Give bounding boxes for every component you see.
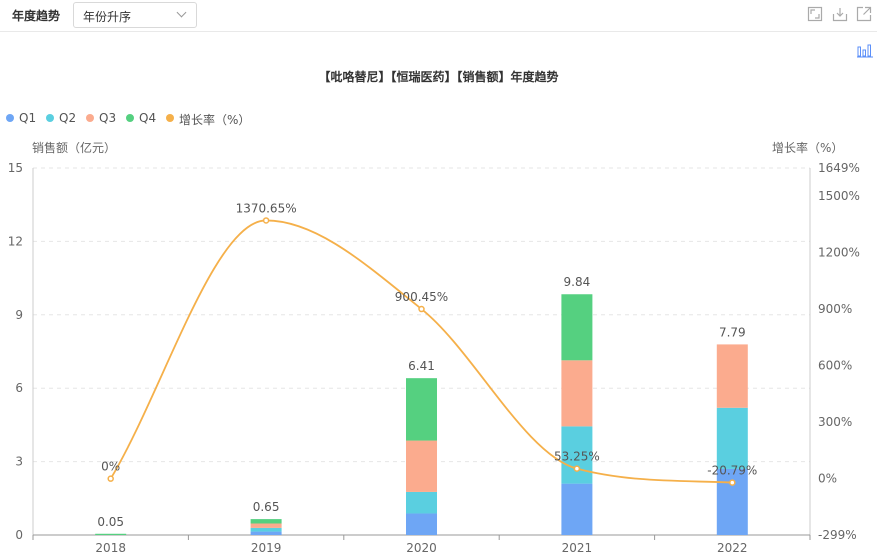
bar-segment [406,513,437,535]
bar-segment [716,407,748,469]
fullscreen-icon[interactable] [807,6,823,22]
y2-tick-label: 900% [818,302,852,316]
bar-total-label: 0.65 [253,500,280,514]
bar-segment [250,531,282,535]
y2-axis-title: 增长率（%） [772,141,844,155]
growth-rate-label: 1370.65% [236,201,297,215]
bar-total-label: 6.41 [408,359,435,373]
bar-total-label: 9.84 [564,275,591,289]
x-tick-label: 2018 [95,541,126,555]
bar-total-label: 0.05 [97,515,124,529]
bar-segment [250,523,282,528]
y2-tick-label: -299% [818,528,857,542]
sort-order-select[interactable]: 年份升序 [73,2,197,28]
growth-rate-label: 53.25% [554,450,600,464]
bar-segment [716,468,748,535]
y-axis-title: 销售额（亿元） [32,141,117,155]
legend-label: 增长率（%） [179,113,251,127]
legend-label: Q4 [139,111,157,125]
bar-segment [561,426,593,484]
y2-tick-label: 1649% [818,161,860,175]
bar-segment [561,360,593,427]
bar-segment [561,294,593,361]
growth-rate-label: 0% [101,460,120,474]
bar-segment [95,533,127,535]
growth-rate-point [573,465,581,472]
bar-segment [406,378,437,441]
y-tick-label: 9 [15,308,23,322]
growth-rate-point [262,217,270,224]
legend-swatch [46,114,54,122]
y2-tick-label: 300% [818,415,852,429]
bar-segment [250,527,282,532]
bar-total-label: 7.79 [719,325,746,339]
legend-label: Q3 [99,111,117,125]
legend-swatch [6,114,14,122]
x-tick-label: 2022 [717,541,748,555]
chart-type-icon[interactable] [857,44,873,58]
chart-title: 【吡咯替尼】【恒瑞医药】【销售额】年度趋势 [318,70,559,84]
legend-swatch [86,114,94,122]
legend-swatch [166,114,174,122]
legend-swatch [126,114,134,122]
y-tick-label: 15 [8,161,23,175]
growth-rate-line [109,219,733,484]
growth-rate-point [107,475,114,482]
growth-rate-point [729,479,736,486]
bar-segment [250,519,282,524]
legend-label: Q2 [59,111,77,125]
legend-label: Q1 [19,111,37,125]
x-tick-label: 2019 [251,541,282,555]
export-icon[interactable] [856,6,872,22]
growth-rate-label: 900.45% [395,290,448,304]
y2-tick-label: 1200% [818,246,860,260]
download-icon[interactable] [832,6,848,22]
toolbar-title: 年度趋势 [12,9,61,23]
bar-segment [716,344,748,408]
bar-segment [406,440,437,492]
y2-tick-label: 0% [818,472,837,486]
y2-tick-label: 600% [818,359,852,373]
y-tick-label: 12 [8,234,23,248]
growth-rate-label: -20.79% [707,464,757,478]
y-tick-label: 0 [15,528,23,542]
y-tick-label: 6 [15,381,23,395]
bar-segment [561,483,593,535]
y2-tick-label: 1500% [818,189,860,203]
sort-order-value: 年份升序 [83,10,132,24]
toolbar: 年度趋势 年份升序 [0,0,877,32]
y-tick-label: 3 [15,455,23,469]
x-tick-label: 2020 [406,541,437,555]
growth-rate-point [418,305,425,313]
bar-segment [406,491,437,514]
x-tick-label: 2021 [562,541,593,555]
